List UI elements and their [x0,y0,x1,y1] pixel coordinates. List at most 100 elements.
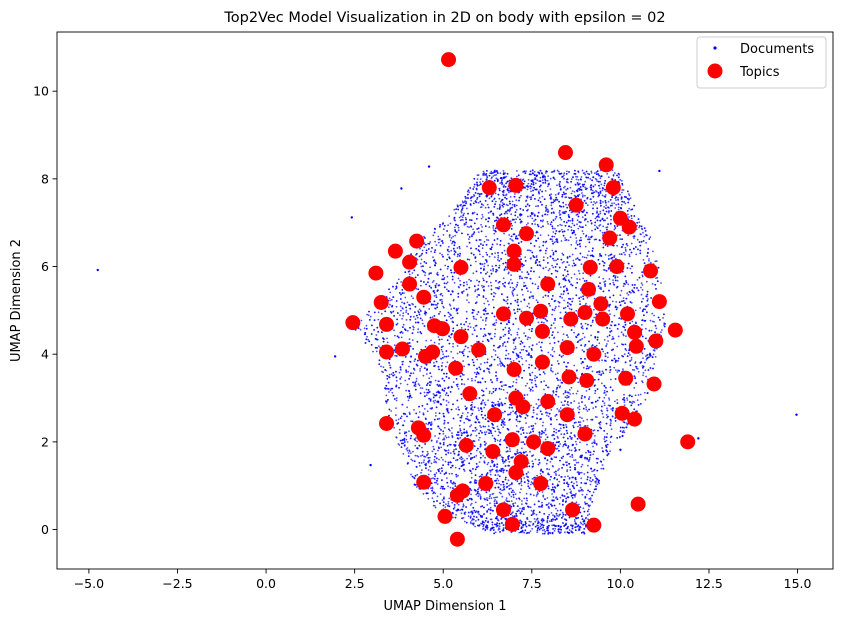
document-point [528,387,531,389]
document-point [387,306,390,309]
document-point [593,297,596,300]
document-point [492,387,495,390]
document-point [544,428,547,430]
document-point [446,275,449,278]
document-point [516,331,519,334]
document-point [434,379,437,382]
document-point [441,338,443,341]
document-point [616,306,619,309]
document-point [495,177,498,180]
document-point [554,307,557,310]
document-point [428,308,431,310]
document-point [453,282,456,284]
document-point [564,306,567,309]
document-point [521,294,524,296]
document-point [527,182,530,185]
document-point [551,370,554,373]
document-point [485,235,487,238]
document-point [555,431,558,434]
document-point [478,409,480,412]
document-point [494,531,497,534]
document-point [449,239,452,242]
document-point [439,493,442,495]
document-point [555,507,557,510]
document-point [496,377,499,380]
document-point [530,190,532,193]
document-point [510,274,512,276]
document-point [400,336,403,339]
document-point [412,450,414,453]
document-point [407,452,410,454]
document-point [442,353,445,356]
document-point [587,464,589,467]
document-point [440,298,443,301]
document-point [540,436,542,439]
document-point [497,528,500,531]
document-point [488,303,490,306]
document-point [437,284,440,287]
document-point [460,458,463,461]
document-point [473,211,476,214]
document-point [568,449,571,451]
document-point [509,278,512,281]
document-point [586,254,589,257]
document-point [393,344,396,346]
document-point [601,194,604,197]
document-point [607,176,610,179]
document-point [382,371,384,374]
document-point [450,317,452,320]
document-point [396,322,399,325]
document-point [596,483,599,486]
document-point [508,448,511,450]
document-point [543,380,545,382]
document-point [509,196,512,198]
document-point [521,357,523,360]
document-point [569,236,572,239]
document-point [526,393,529,396]
document-point [600,286,602,289]
document-point [601,382,603,385]
document-point [559,213,562,216]
document-point [577,461,580,464]
document-point [603,438,606,440]
document-point [538,433,541,436]
document-point [616,279,619,282]
document-point [487,425,490,427]
document-point [465,430,468,432]
document-point [493,500,496,503]
document-point [512,286,514,289]
document-point [406,301,409,304]
document-point [525,224,528,226]
document-point [643,235,646,238]
document-point [603,184,606,187]
document-point [454,234,457,237]
document-point [606,407,608,410]
document-point [559,407,562,409]
document-point [617,360,620,362]
document-point [437,380,440,382]
document-point [497,364,499,366]
document-point [580,263,583,266]
document-point [589,198,592,201]
document-point [435,391,438,394]
document-point [534,422,537,425]
document-point [448,497,451,500]
document-point [577,407,579,409]
document-point [484,206,487,209]
document-point [593,429,596,431]
document-point [621,191,623,194]
document-point [642,231,644,234]
document-point [586,425,589,427]
document-point [479,505,482,508]
document-point [484,456,486,459]
document-point [634,365,637,368]
document-point [476,313,479,316]
document-point [420,462,423,464]
document-point [461,216,464,219]
document-point [450,350,453,353]
document-point [402,312,405,315]
document-point [631,402,634,405]
document-point [623,393,625,396]
document-point [416,259,419,261]
document-point [556,509,559,512]
